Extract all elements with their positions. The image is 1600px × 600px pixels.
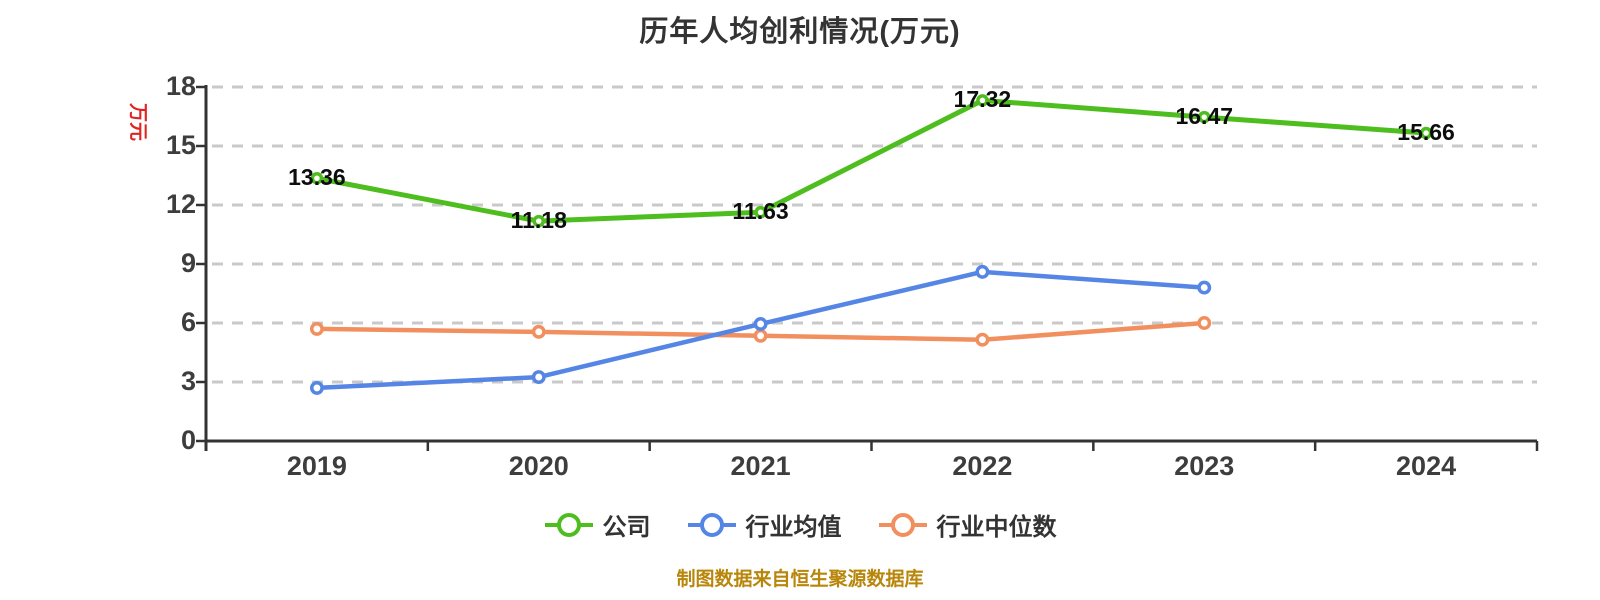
data-point-industry-median xyxy=(975,332,990,347)
x-axis-label: 2022 xyxy=(952,451,1013,481)
y-axis-label: 9 xyxy=(180,247,196,278)
legend-marker-icon xyxy=(687,512,736,537)
y-axis-label: 18 xyxy=(165,70,196,101)
y-axis-label: 12 xyxy=(165,188,196,219)
x-axis-label: 2023 xyxy=(1174,451,1235,481)
data-point-label: 17.32 xyxy=(953,86,1012,113)
data-point-label: 15.66 xyxy=(1397,118,1455,145)
data-point-industry-avg xyxy=(753,317,768,331)
data-point-company xyxy=(1198,110,1211,124)
series-line-company xyxy=(314,97,1429,224)
legend: 公司 行业均值 行业中位数 xyxy=(0,507,1600,542)
source-caption: 制图数据来自恒生聚源数据库 xyxy=(676,569,924,590)
data-point-industry-avg xyxy=(1197,280,1212,295)
data-point-industry-avg xyxy=(531,370,546,385)
x-axis-label: 2019 xyxy=(286,451,347,481)
data-point-company xyxy=(1419,126,1433,140)
chart-title: 历年人均创利情况(万元) xyxy=(639,16,961,48)
data-point-company xyxy=(976,94,989,107)
data-point-label: 11.18 xyxy=(510,207,567,234)
y-axis-label: 0 xyxy=(180,424,196,455)
x-axis-label: 2021 xyxy=(730,451,791,481)
x-axis-label: 2020 xyxy=(508,451,569,481)
legend-item-company[interactable]: 公司 xyxy=(544,507,651,542)
data-point-industry-avg xyxy=(975,264,990,279)
data-point-industry-median xyxy=(1197,316,1212,330)
legend-marker-icon xyxy=(878,512,927,537)
y-axis-label: 3 xyxy=(180,365,196,396)
legend-item-industry-avg[interactable]: 行业均值 xyxy=(687,507,842,542)
legend-item-label: 公司 xyxy=(602,514,651,541)
data-point-company xyxy=(754,206,767,219)
y-axis-label: 15 xyxy=(165,129,196,160)
x-axis-label: 2024 xyxy=(1396,451,1457,481)
y-axis-label: 6 xyxy=(180,306,196,337)
data-point-label: 16.47 xyxy=(1175,103,1234,130)
data-point-industry-avg xyxy=(309,380,324,395)
legend-item-label: 行业中位数 xyxy=(936,514,1057,541)
data-point-label: 11.63 xyxy=(732,198,789,225)
legend-item-industry-median[interactable]: 行业中位数 xyxy=(878,507,1057,542)
legend-marker-icon xyxy=(544,512,593,537)
data-point-industry-median xyxy=(309,321,324,336)
data-point-industry-median xyxy=(531,324,546,339)
data-point-company xyxy=(310,172,324,185)
data-point-company xyxy=(532,214,545,228)
legend-item-label: 行业均值 xyxy=(745,514,842,541)
data-point-industry-median xyxy=(753,328,768,343)
data-point-label: 13.36 xyxy=(288,164,346,191)
